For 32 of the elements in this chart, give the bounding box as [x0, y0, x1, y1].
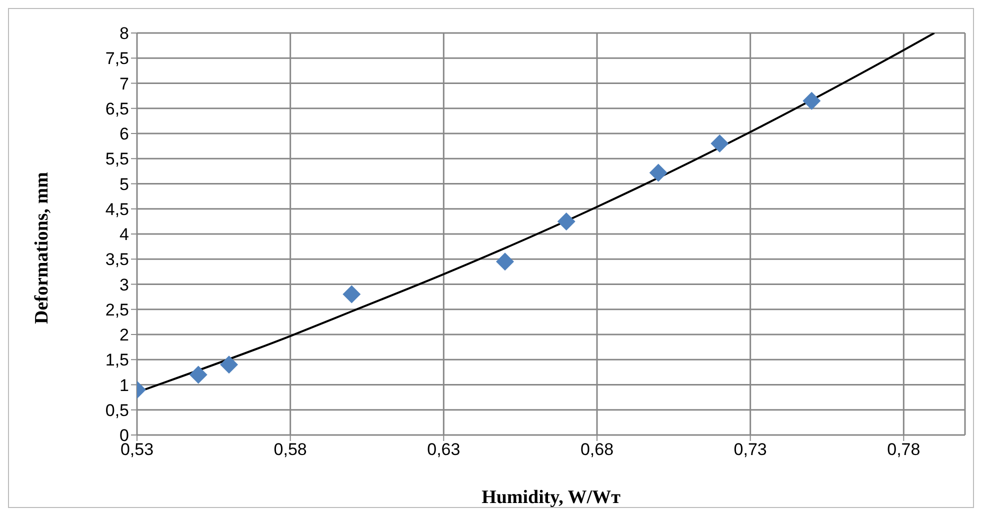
point — [496, 252, 514, 271]
y-tick-label: 5 — [120, 174, 129, 194]
y-tick-label: 0,5 — [105, 400, 129, 420]
y-tick-label: 3 — [120, 275, 129, 294]
y-axis-title: Deformations, mm — [32, 172, 53, 324]
y-tick-label: 8 — [120, 24, 129, 44]
point — [557, 212, 576, 230]
point — [802, 92, 821, 110]
y-tick-label: 1,5 — [105, 350, 129, 370]
point — [649, 164, 668, 182]
y-tick-label: 6 — [120, 124, 129, 144]
y-tick-label: 4 — [120, 225, 129, 244]
point — [342, 285, 361, 304]
y-tick-label: 1 — [120, 376, 129, 395]
x-tick-label: 0,63 — [427, 440, 460, 460]
x-tick-label: 0,73 — [734, 440, 767, 460]
x-tick-label: 0,58 — [274, 440, 307, 460]
y-tick-label: 3,5 — [105, 250, 129, 270]
x-tick-label: 0,53 — [120, 440, 154, 460]
y-tick-label: 5,5 — [105, 150, 129, 169]
point — [710, 134, 729, 153]
point — [220, 356, 238, 374]
point — [189, 366, 208, 384]
x-tick-label: 0,78 — [887, 440, 920, 460]
y-tick-label: 2,5 — [105, 300, 129, 320]
y-tick-label: 7 — [120, 74, 129, 94]
y-tick-label: 7,5 — [105, 49, 129, 68]
y-tick-label: 6,5 — [105, 99, 129, 118]
y-tick-label: 2 — [120, 326, 129, 345]
x-tick-label: 0,68 — [580, 440, 614, 460]
y-tick-label: 4,5 — [105, 200, 129, 219]
x-axis-title: Humidity, W/Wт — [482, 487, 622, 508]
